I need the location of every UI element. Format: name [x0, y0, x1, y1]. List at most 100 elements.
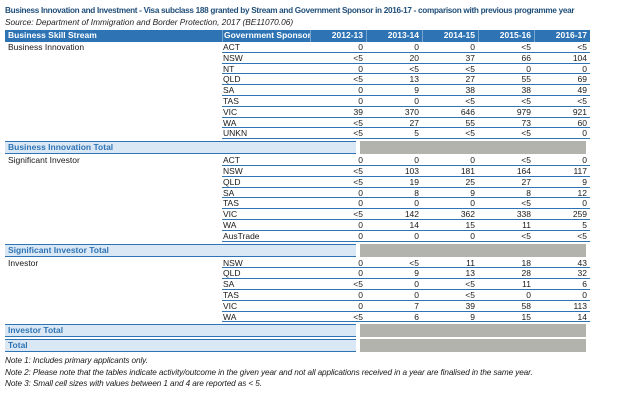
- value-cell: <5: [422, 96, 478, 107]
- value-cell: 979: [478, 107, 534, 118]
- value-cell: <5: [422, 290, 478, 301]
- sponsor-cell: TAS: [222, 96, 310, 107]
- value-cell: 8: [366, 188, 422, 199]
- value-cell: 27: [478, 177, 534, 188]
- report-title: Business Innovation and Investment - Vis…: [5, 6, 575, 15]
- value-cell: 0: [310, 258, 366, 269]
- total-label: Investor Total: [5, 324, 356, 338]
- value-cell: 39: [422, 301, 478, 312]
- table-row: SA 0 9 38 38 49: [5, 85, 590, 96]
- value-cell: 9: [366, 85, 422, 96]
- table-row: SA <5 0 <5 11 6: [5, 279, 590, 290]
- total-label: Business Innovation Total: [5, 141, 356, 155]
- table-row: SA 0 8 9 8 12: [5, 188, 590, 199]
- value-cell: 0: [310, 42, 366, 53]
- value-cell: 103: [366, 166, 422, 177]
- value-cell: 39: [310, 107, 366, 118]
- value-cell: 49: [534, 85, 590, 96]
- section-total-row: Business Innovation Total: [5, 141, 590, 155]
- table-header-row: Business Skill Stream Government Sponsor…: [5, 30, 590, 42]
- value-cell: 0: [310, 64, 366, 75]
- value-cell: 55: [478, 74, 534, 86]
- value-cell: 12: [534, 188, 590, 199]
- value-cell: 0: [310, 155, 366, 166]
- value-cell: 0: [534, 128, 590, 140]
- value-cell: 142: [366, 209, 422, 220]
- value-cell: <5: [310, 209, 366, 220]
- note-line: Note 3: Small cell sizes with values bet…: [5, 378, 262, 388]
- value-cell: 15: [422, 220, 478, 231]
- value-cell: 38: [422, 85, 478, 96]
- stream-cell: [5, 85, 222, 96]
- value-cell: 9: [422, 312, 478, 323]
- stream-cell: [5, 166, 222, 177]
- value-cell: 27: [366, 118, 422, 129]
- value-cell: 0: [422, 198, 478, 210]
- stream-cell: [5, 301, 222, 312]
- table-row: TAS 0 0 <5 <5 <5: [5, 96, 590, 107]
- stream-cell: [5, 220, 222, 231]
- column-header-year: 2015-16: [478, 30, 534, 42]
- value-cell: 362: [422, 209, 478, 220]
- value-cell: 7: [366, 301, 422, 312]
- value-cell: 0: [366, 290, 422, 301]
- sponsor-cell: NT: [222, 64, 310, 75]
- total-label: Significant Investor Total: [5, 243, 356, 257]
- value-cell: <5: [310, 53, 366, 64]
- value-cell: 69: [534, 74, 590, 86]
- stream-cell: [5, 279, 222, 290]
- column-header-government-sponsor: Government Sponsor: [222, 30, 310, 42]
- value-cell: 32: [534, 268, 590, 280]
- value-cell: 0: [366, 42, 422, 53]
- stream-cell: [5, 177, 222, 188]
- total-values-redacted: [360, 141, 586, 155]
- value-cell: 0: [310, 96, 366, 107]
- value-cell: 0: [310, 85, 366, 96]
- value-cell: 19: [366, 177, 422, 188]
- sponsor-cell: SA: [222, 279, 310, 290]
- stream-cell: [5, 268, 222, 279]
- table-row: WA <5 27 55 73 60: [5, 118, 590, 129]
- value-cell: 0: [534, 155, 590, 166]
- value-cell: <5: [422, 128, 478, 140]
- value-cell: 8: [478, 188, 534, 199]
- value-cell: 0: [310, 231, 366, 242]
- visa-grants-table: Business Skill Stream Government Sponsor…: [5, 30, 590, 353]
- sponsor-cell: NSW: [222, 53, 310, 64]
- value-cell: <5: [310, 177, 366, 188]
- value-cell: 0: [310, 290, 366, 301]
- value-cell: 13: [422, 268, 478, 280]
- value-cell: <5: [534, 96, 590, 107]
- total-values-redacted: [360, 324, 586, 338]
- table-row: NT 0 <5 <5 0 0: [5, 64, 590, 75]
- value-cell: 113: [534, 301, 590, 312]
- value-cell: 25: [422, 177, 478, 188]
- value-cell: 0: [310, 268, 366, 280]
- sponsor-cell: ACT: [222, 42, 310, 53]
- value-cell: <5: [478, 198, 534, 210]
- value-cell: <5: [366, 64, 422, 75]
- stream-cell: Investor: [8, 257, 39, 268]
- column-header-year: 2014-15: [422, 30, 478, 42]
- stream-cell: Business Innovation: [8, 42, 85, 52]
- sponsor-cell: WA: [222, 312, 310, 323]
- stream-cell: [5, 96, 222, 107]
- sponsor-cell: VIC: [222, 301, 310, 312]
- table-row: QLD <5 19 25 27 9: [5, 177, 590, 188]
- value-cell: <5: [422, 64, 478, 75]
- value-cell: 117: [534, 166, 590, 177]
- table-row: NSW <5 103 181 164 117: [5, 166, 590, 177]
- value-cell: 9: [534, 177, 590, 188]
- value-cell: <5: [478, 155, 534, 166]
- table-row: QLD 0 9 13 28 32: [5, 268, 590, 280]
- value-cell: 0: [366, 96, 422, 107]
- total-values-redacted: [360, 339, 586, 353]
- sponsor-cell: QLD: [222, 268, 310, 280]
- section-total-row: Investor Total: [5, 324, 590, 338]
- value-cell: <5: [310, 128, 366, 140]
- value-cell: <5: [422, 279, 478, 290]
- value-cell: 11: [478, 279, 534, 290]
- table-row: VIC 39 370 646 979 921: [5, 107, 590, 118]
- value-cell: 37: [422, 53, 478, 64]
- value-cell: 0: [422, 42, 478, 53]
